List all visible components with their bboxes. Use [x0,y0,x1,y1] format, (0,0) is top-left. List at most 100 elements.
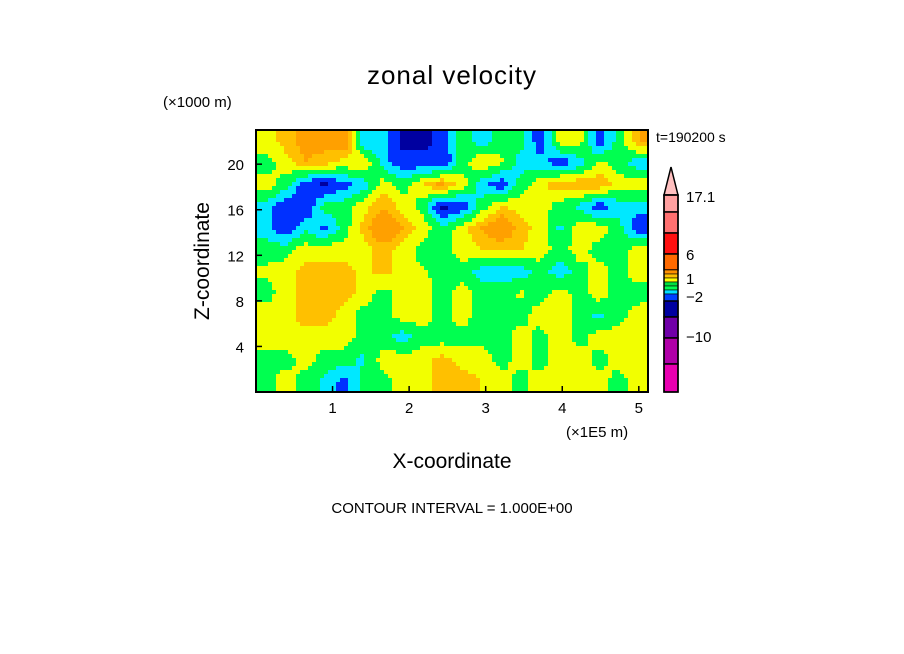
heatmap-cell [548,158,553,163]
heatmap-cell [480,266,485,271]
heatmap-cell [296,302,301,307]
heatmap-cell [460,170,465,175]
heatmap-cell [324,214,329,219]
heatmap-cell [520,294,525,299]
heatmap-cell [376,214,381,219]
heatmap-cell [432,246,437,251]
heatmap-cell [624,250,629,255]
heatmap-cell [368,166,373,171]
heatmap-cell [356,150,361,155]
heatmap-cell [524,158,529,163]
heatmap-cell [480,202,485,207]
heatmap-cell [444,246,449,251]
heatmap-cell [392,262,397,267]
heatmap-cell [300,142,305,147]
heatmap-cell [432,218,437,223]
heatmap-cell [428,238,433,243]
heatmap-cell [632,282,637,287]
heatmap-cell [452,190,457,195]
heatmap-cell [612,274,617,279]
heatmap-cell [596,230,601,235]
heatmap-cell [460,230,465,235]
heatmap-cell [568,138,573,143]
heatmap-cell [444,206,449,211]
heatmap-cell [596,178,601,183]
heatmap-cell [588,218,593,223]
heatmap-cell [448,238,453,243]
heatmap-cell [260,194,265,199]
heatmap-cell [384,206,389,211]
heatmap-cell [540,278,545,283]
heatmap-cell [488,306,493,311]
heatmap-cell [492,226,497,231]
heatmap-cell [564,206,569,211]
heatmap-cell [564,266,569,271]
heatmap-cell [484,298,489,303]
heatmap-cell [352,186,357,191]
heatmap-cell [600,194,605,199]
heatmap-cell [604,214,609,219]
heatmap-cell [428,198,433,203]
heatmap-cell [528,302,533,307]
heatmap-cell [384,198,389,203]
heatmap-cell [384,266,389,271]
heatmap-cell [428,214,433,219]
heatmap-cell [584,170,589,175]
heatmap-cell [528,230,533,235]
heatmap-cell [380,190,385,195]
heatmap-cell [468,186,473,191]
heatmap-cell [500,274,505,279]
heatmap-cell [404,150,409,155]
heatmap-cell [544,146,549,151]
heatmap-cell [600,310,605,315]
heatmap-cell [516,310,521,315]
heatmap-cell [284,162,289,167]
heatmap-cell [608,186,613,191]
heatmap-cell [272,270,277,275]
heatmap-cell [528,150,533,155]
heatmap-cell [432,326,437,331]
heatmap-cell [372,186,377,191]
heatmap-cell [468,218,473,223]
heatmap-cell [500,190,505,195]
heatmap-cell [364,186,369,191]
heatmap-cell [496,178,501,183]
heatmap-cell [284,226,289,231]
heatmap-cell [612,210,617,215]
heatmap-cell [312,282,317,287]
heatmap-cell [388,274,393,279]
heatmap-cell [576,238,581,243]
heatmap-cell [284,146,289,151]
heatmap-cell [620,294,625,299]
heatmap-cell [380,234,385,239]
heatmap-cell [456,134,461,139]
heatmap-cell [336,274,341,279]
heatmap-cell [528,290,533,295]
heatmap-cell [340,222,345,227]
heatmap-cell [440,242,445,247]
heatmap-cell [604,210,609,215]
heatmap-cell [520,134,525,139]
heatmap-cell [548,134,553,139]
heatmap-cell [496,242,501,247]
heatmap-cell [644,234,649,239]
heatmap-cell [324,234,329,239]
heatmap-cell [440,206,445,211]
heatmap-cell [256,174,261,179]
heatmap-cell [524,330,529,335]
heatmap-cell [348,234,353,239]
heatmap-cell [640,162,645,167]
heatmap-cell [376,194,381,199]
heatmap-cell [564,314,569,319]
heatmap-cell [412,302,417,307]
heatmap-cell [312,306,317,311]
heatmap-cell [392,254,397,259]
heatmap-cell [608,142,613,147]
heatmap-cell [256,182,261,187]
heatmap-cell [460,278,465,283]
heatmap-cell [588,266,593,271]
heatmap-cell [564,242,569,247]
heatmap-cell [380,182,385,187]
heatmap-cell [304,254,309,259]
heatmap-cell [496,226,501,231]
